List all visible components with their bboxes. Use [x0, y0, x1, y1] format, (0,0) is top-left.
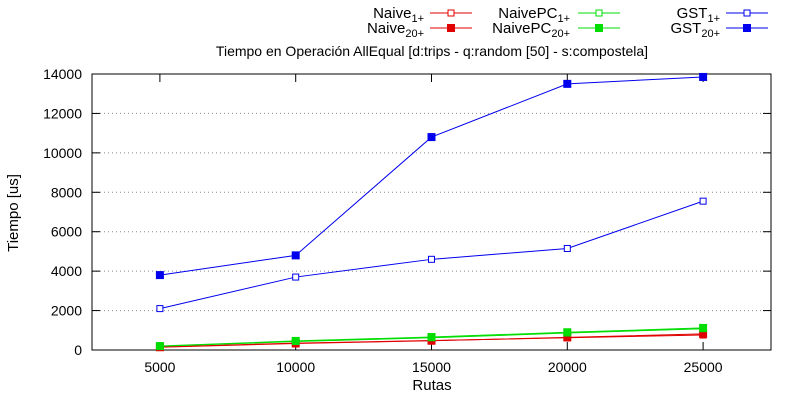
y-tick-label: 10000	[43, 145, 82, 161]
data-point	[292, 273, 300, 281]
data-point	[699, 197, 707, 205]
legend: Naive1+Naive20+ NaivePC1+NaivePC20+ GST1+G…	[367, 5, 768, 40]
y-tick-label: 4000	[51, 263, 82, 279]
legend-entry: NaivePC20+	[492, 20, 620, 40]
plot-series	[155, 72, 708, 352]
data-point	[563, 79, 572, 88]
grid	[92, 112, 771, 312]
series-gst-1plus	[156, 197, 707, 313]
x-tick-label: 10000	[276, 359, 315, 375]
chart-title: Tiempo en Operación AllEqual [d:trips - …	[216, 43, 648, 59]
data-point	[595, 24, 603, 32]
data-point	[428, 255, 435, 263]
legend-label: NaivePC1+	[498, 5, 570, 25]
legend-label: Naive1+	[373, 5, 424, 25]
data-point	[447, 24, 455, 32]
x-tick-label: 15000	[412, 359, 451, 375]
plot-frame	[91, 73, 772, 351]
legend-entry: Naive20+	[367, 20, 472, 40]
legend-label: NaivePC20+	[492, 20, 570, 40]
series-line	[159, 200, 704, 310]
data-point	[155, 342, 164, 351]
data-point	[156, 305, 164, 313]
y-tick-label: 0	[74, 342, 82, 358]
data-point	[743, 24, 751, 32]
data-point	[563, 244, 571, 252]
y-tick-label: 6000	[51, 224, 82, 240]
legend-entry: Naive1+	[373, 5, 472, 25]
x-tick-label: 25000	[684, 359, 723, 375]
legend-label: GST20+	[670, 20, 720, 40]
data-point	[447, 9, 455, 17]
x-tick-label: 5000	[144, 359, 175, 375]
data-point	[427, 133, 436, 142]
x-tick-label: 20000	[548, 359, 587, 375]
series-gst-20plus	[155, 72, 708, 280]
data-point	[595, 9, 603, 17]
y-tick-label: 2000	[51, 303, 82, 319]
data-point	[427, 332, 436, 341]
data-point	[291, 251, 300, 260]
data-point	[699, 323, 708, 332]
x-axis-label: Rutas	[412, 377, 451, 394]
legend-entry: GST20+	[670, 20, 768, 40]
y-tick-label: 14000	[43, 66, 82, 82]
data-point	[743, 9, 751, 17]
legend-label: Naive20+	[367, 20, 424, 40]
series-line	[159, 76, 704, 276]
y-tick-label: 8000	[51, 184, 82, 200]
legend-entry: NaivePC1+	[498, 5, 620, 25]
x-axis: 5000 10000 15000 20000 25000	[144, 74, 723, 375]
legend-label: GST1+	[677, 5, 720, 25]
y-axis: 0 2000 4000 6000 8000 10000 12000 14000	[43, 66, 771, 358]
data-point	[155, 271, 164, 280]
y-axis-label: Tiempo [us]	[5, 174, 22, 252]
y-tick-label: 12000	[43, 105, 82, 121]
data-point	[699, 72, 708, 81]
legend-entry: GST1+	[677, 5, 768, 25]
data-point	[563, 328, 572, 337]
data-point	[291, 336, 300, 345]
series-naivepc-20plus	[155, 323, 708, 351]
